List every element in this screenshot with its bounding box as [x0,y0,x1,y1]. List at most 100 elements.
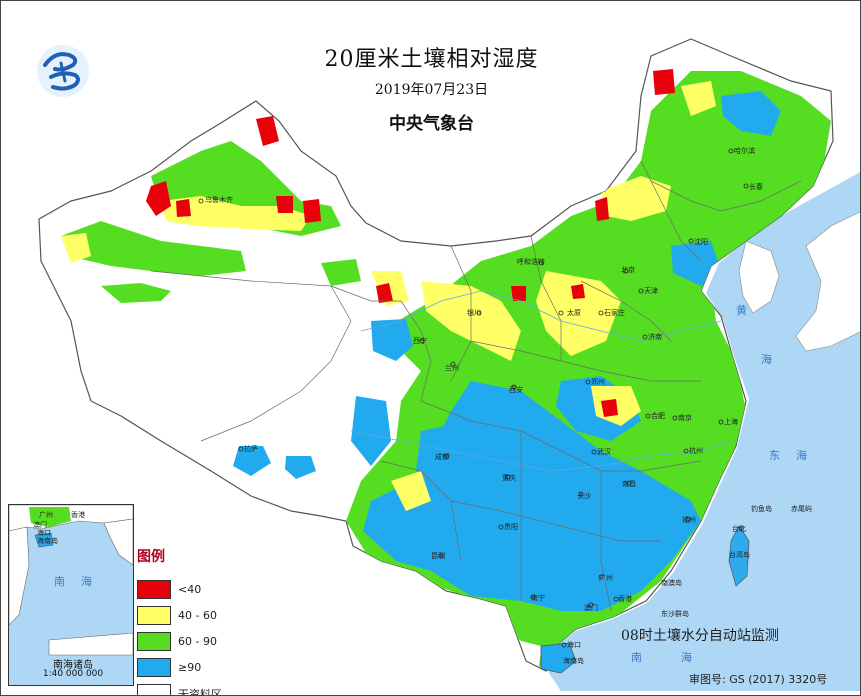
moisture-zone-below-40-shanxi [511,286,526,301]
city-label: 天津 [644,287,658,295]
moisture-zone-below-40-anhui [601,399,618,417]
sea-label: 海 [761,352,772,366]
city-label: 武汉 [597,447,611,456]
legend-swatch [137,632,171,651]
city-label: 合肥 [651,411,665,420]
inset-sea-label: 海 [81,574,92,588]
moisture-zone-below-40-xinjiang-4 [276,196,293,213]
data-source-note: 08时土壤水分自动站监测 [621,628,779,644]
moisture-zone-above-90-lhasa [233,446,271,476]
inset-city-label: 香港 [71,510,85,519]
inset-map: 广州 香港 澳门 海口 海南岛 南 海 [9,505,133,685]
city-label: 杭州 [689,446,703,455]
province-borders [150,160,802,612]
city-label: 成都 [435,452,449,461]
legend-item: <40 [137,578,222,601]
city-label: 台湾岛 [729,550,750,559]
sea-label: 海 [681,650,692,664]
sea-label: 南 [631,651,642,664]
moisture-zone-above-90-dongbei [721,91,781,136]
city-label: 赤尾屿 [791,504,812,513]
legend-item: ≥90 [137,656,222,679]
city-label: 济南 [648,332,662,341]
city-label: 长沙 [577,491,591,500]
legend: 图例 <40 40 - 60 60 - 90 ≥90 无资料区 [137,546,222,695]
legend-label: <40 [178,583,202,596]
hainan-island [540,642,577,674]
city-label: 海南岛 [563,656,584,665]
city-label: 澳门 [584,603,598,612]
inset-scale: 1:40 000 000 [42,669,104,679]
map-approval-number: 审图号: GS (2017) 3320号 [689,673,828,686]
moisture-zone-below-40-inner-mongolia [595,197,609,221]
city-label: 长春 [749,182,763,191]
city-label: 兰州 [445,363,459,372]
moisture-zone-40-60-heilongjiang [681,81,716,116]
city-label: 太原 [567,308,581,317]
legend-swatch [137,606,171,625]
legend-item: 无资料区 [137,682,222,695]
moisture-zone-40-60-shanxi [536,271,621,356]
moisture-zone-60-90-xinjiang-south [101,283,171,303]
city-label: 东沙群岛 [661,609,689,618]
city-label: 拉萨 [244,444,258,453]
city-label: 钓鱼岛 [751,504,772,513]
sea-label: 东 [769,449,780,462]
city-label: 重庆 [502,473,516,482]
city-label: 哈尔滨 [734,146,755,155]
city-label: 南澳岛 [661,578,682,587]
moisture-zone-60-90-xinjiang-west [61,221,246,276]
inset-city-label: 广州 [39,510,53,519]
cma-logo [37,45,89,97]
moisture-zone-below-40-hebei [571,284,585,299]
moisture-zone-below-40-xinjiang-2 [176,199,191,217]
city-label: 郑州 [591,378,605,386]
inset-title: 南海诸岛 [53,660,93,671]
city-label: 北京 [621,265,635,274]
moisture-zone-above-90-sichuan [416,421,516,501]
moisture-zone-40-60-sichuan-west [391,471,431,511]
city-markers [198,148,749,648]
moisture-zone-60-90-qinghai-north [321,259,361,286]
korea-peninsula [738,240,780,314]
city-label: 广州 [599,573,613,582]
issuer-name: 中央气象台 [389,114,474,134]
legend-swatch [137,580,171,599]
legend-swatch [137,684,171,695]
taiwan-island [728,525,750,587]
inset-sea-label: 南 [54,575,65,588]
city-label: 银川 [467,308,481,317]
city-label: 石家庄 [604,308,625,317]
moisture-zone-40-60-xinjiang-north [161,196,311,231]
moisture-zone-below-40-ningxia [376,283,393,303]
city-label: 贵阳 [504,522,518,531]
moisture-zone-above-90-qinghai [371,319,413,361]
map-date: 2019年07月23日 [374,82,489,98]
legend-title: 图例 [137,549,165,565]
city-label: 南昌 [622,479,636,488]
city-label: 福州 [682,515,696,524]
sea-label: 海 [796,448,807,462]
city-label: 香港 [618,594,632,603]
ocean-area [549,172,860,691]
city-label: 呼和浩特 [517,257,545,266]
city-label: 沈阳 [694,237,708,246]
south-china-sea-inset: 广州 香港 澳门 海口 海南岛 南 海 南海诸岛 1:40 000 000 [8,504,134,686]
moisture-zone-40-60-xinjiang-west [61,233,91,263]
legend-item: 60 - 90 [137,630,222,653]
moisture-zone-above-90-tibet-south [285,456,316,479]
moisture-zone-below-40-heilongjiang [653,69,675,95]
moisture-zone-below-40-xinjiang-5 [303,199,321,223]
moisture-zone-40-60-northeast [601,176,671,221]
legend-label: 40 - 60 [178,609,217,622]
inset-city-label: 海口 [37,528,51,537]
japan-islands [795,211,860,352]
city-label: 西宁 [413,336,427,345]
city-label: 西安 [509,385,523,394]
legend-label: 60 - 90 [178,635,217,648]
city-label: 昆明 [431,552,445,560]
city-label: 南宁 [531,593,545,602]
city-label: 南京 [678,413,692,422]
legend-swatch [137,658,171,677]
